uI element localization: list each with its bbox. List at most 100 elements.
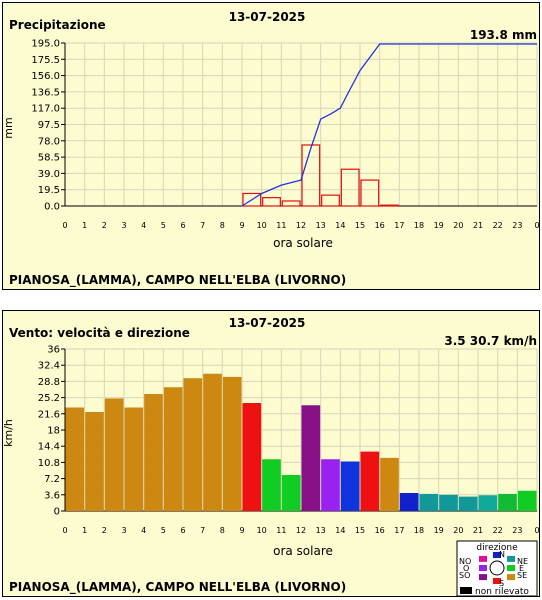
y-tick-label: 0: [54, 507, 60, 518]
legend-title: direzione: [476, 543, 518, 553]
x-tick-label: 22: [493, 526, 503, 535]
precipitation-panel: Precipitazione 13-07-2025 193.8 mm mm or…: [2, 2, 540, 290]
x-tick-label: 22: [493, 221, 503, 230]
wind-bar: [301, 405, 321, 511]
legend-swatch-s: [493, 578, 501, 584]
x-tick-label: 18: [414, 526, 424, 535]
precip-bar: [281, 200, 301, 207]
cumulative-line: [241, 43, 537, 207]
wind-bar: [85, 412, 104, 511]
legend-label-e: E: [519, 564, 524, 573]
x-tick-label: 14: [335, 221, 345, 230]
x-tick-label: 20: [453, 221, 463, 230]
station-name: PIANOSA_(LAMMA), CAMPO NELL'ELBA (LIVORN…: [9, 273, 346, 288]
precip-bar: [262, 197, 281, 207]
x-tick-label: 19: [434, 221, 444, 230]
wind-bar: [144, 394, 163, 511]
legend-swatch-no-data: [460, 587, 472, 594]
x-tick-label: 18: [414, 221, 424, 230]
legend-box: [456, 540, 538, 596]
precip-bar: [380, 204, 399, 207]
x-tick-label: 6: [180, 526, 185, 535]
wind-bar: [478, 495, 498, 511]
y-tick-label: 10.8: [38, 458, 60, 469]
chart-summary: 193.8 mm: [470, 28, 537, 42]
x-tick-label: 13: [316, 221, 326, 230]
x-tick-label: 2: [102, 526, 107, 535]
x-tick-label: 0: [534, 526, 539, 535]
legend-swatch-n: [493, 552, 501, 558]
x-tick-label: 9: [239, 526, 244, 535]
y-tick-label: 21.6: [38, 409, 60, 420]
y-axis-label: mm: [3, 117, 15, 138]
x-tick-label: 4: [141, 526, 146, 535]
x-tick-label: 10: [257, 526, 267, 535]
y-tick-label: 36: [47, 345, 60, 356]
wind-bar: [399, 493, 419, 511]
legend-label-se: SE: [517, 571, 527, 580]
wind-bar: [222, 376, 242, 511]
wind-bar: [360, 451, 380, 511]
legend-swatch-se: [507, 574, 515, 581]
x-axis-label: ora solare: [273, 544, 333, 558]
wind-bar: [517, 490, 537, 511]
station-name: PIANOSA_(LAMMA), CAMPO NELL'ELBA (LIVORN…: [9, 580, 346, 595]
y-tick-label: 58.5: [38, 153, 60, 164]
legend-label-n: N: [499, 550, 505, 559]
y-tick-label: 25.2: [38, 393, 60, 404]
legend-swatch-e: [507, 565, 515, 571]
legend-swatch-so: [479, 574, 487, 581]
chart-date: 13-07-2025: [229, 10, 306, 24]
wind-bar: [340, 461, 360, 511]
x-tick-label: 2: [102, 221, 107, 230]
x-tick-label: 5: [161, 526, 166, 535]
compass-circle: [489, 560, 505, 576]
x-tick-label: 21: [473, 221, 483, 230]
x-tick-label: 16: [375, 526, 385, 535]
x-tick-label: 12: [296, 221, 306, 230]
x-tick-label: 0: [534, 221, 539, 230]
wind-bar: [419, 493, 439, 511]
x-tick-label: 8: [220, 221, 225, 230]
x-tick-label: 13: [316, 526, 326, 535]
y-tick-label: 136.5: [31, 87, 60, 98]
x-tick-label: 19: [434, 526, 444, 535]
wind-bar: [262, 459, 281, 511]
x-tick-label: 12: [296, 526, 306, 535]
wind-bar: [439, 494, 458, 511]
x-tick-label: 17: [394, 526, 404, 535]
wind-bar: [498, 493, 517, 511]
wind-bar: [183, 378, 203, 511]
precip-bar: [242, 192, 262, 207]
precipitation-chart: Precipitazione 13-07-2025 193.8 mm mm or…: [3, 10, 539, 288]
y-tick-label: 32.4: [38, 361, 60, 372]
legend-label-no-data: non rilevato: [475, 587, 529, 596]
wind-bar: [242, 403, 262, 511]
x-tick-label: 3: [121, 526, 126, 535]
y-tick-label: 19.5: [38, 185, 60, 196]
x-tick-label: 1: [82, 221, 87, 230]
y-tick-label: 7.2: [44, 474, 60, 485]
wind-bar: [163, 387, 183, 511]
x-tick-label: 1: [82, 526, 87, 535]
legend-label-no: NO: [459, 557, 471, 566]
chart-title: Precipitazione: [9, 18, 106, 32]
wind-chart: Vento: velocità e direzione 13-07-2025 3…: [3, 316, 539, 596]
wind-bar: [321, 459, 340, 511]
x-axis-label: ora solare: [273, 236, 333, 250]
legend-swatch-no: [479, 555, 487, 562]
wind-bar: [380, 457, 399, 511]
x-tick-label: 10: [257, 221, 267, 230]
x-tick-label: 7: [200, 221, 205, 230]
y-tick-label: 3.6: [44, 490, 60, 501]
x-tick-label: 0: [62, 221, 67, 230]
y-tick-label: 78.0: [38, 136, 60, 147]
legend-swatch-ne: [507, 555, 515, 562]
wind-bar: [104, 398, 124, 511]
x-tick-label: 4: [141, 221, 146, 230]
x-tick-label: 23: [512, 221, 522, 230]
chart-summary: 3.5 30.7 km/h: [444, 334, 537, 348]
x-tick-label: 15: [355, 526, 365, 535]
y-axis-label: km/h: [3, 419, 15, 447]
